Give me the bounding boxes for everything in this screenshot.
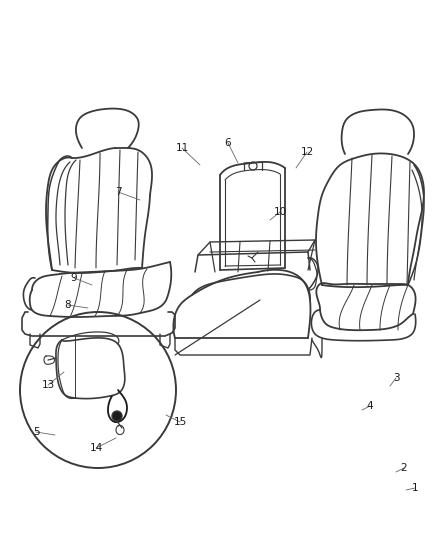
Circle shape — [112, 411, 122, 421]
Text: 7: 7 — [115, 187, 121, 197]
Text: 13: 13 — [41, 380, 55, 390]
Text: 15: 15 — [173, 417, 187, 427]
Circle shape — [20, 312, 176, 468]
Text: 10: 10 — [273, 207, 286, 217]
Text: 14: 14 — [89, 443, 102, 453]
Text: 6: 6 — [225, 138, 231, 148]
Text: 9: 9 — [71, 273, 78, 283]
Text: 5: 5 — [33, 427, 39, 437]
Text: 4: 4 — [367, 401, 373, 411]
Text: 1: 1 — [412, 483, 418, 493]
Text: 11: 11 — [175, 143, 189, 153]
Text: 3: 3 — [393, 373, 399, 383]
Text: 2: 2 — [401, 463, 407, 473]
Text: 8: 8 — [65, 300, 71, 310]
Text: 12: 12 — [300, 147, 314, 157]
